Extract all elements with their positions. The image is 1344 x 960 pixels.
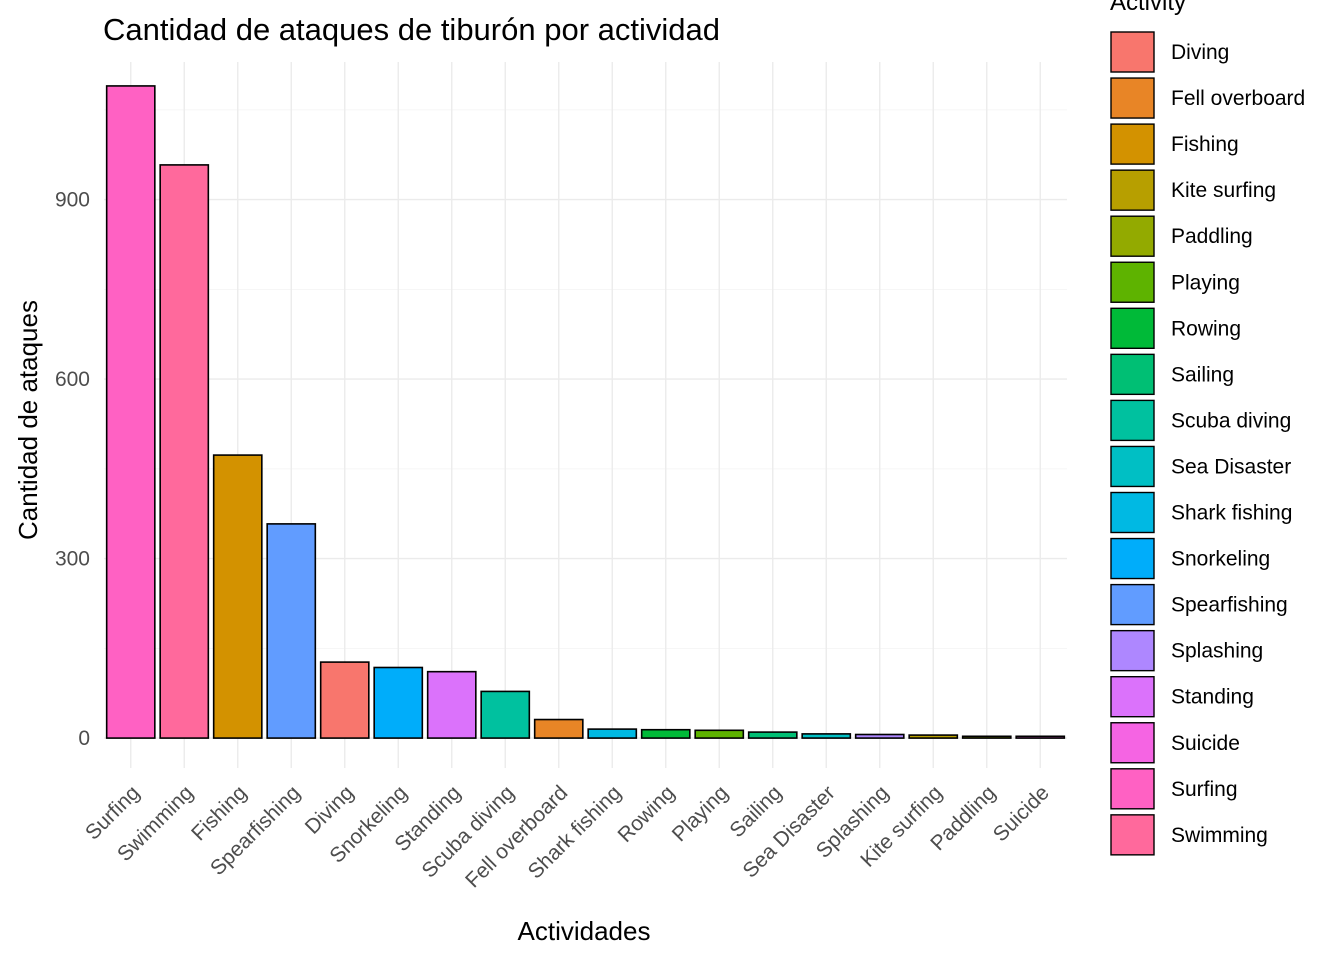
legend-label: Suicide (1171, 732, 1240, 755)
bar-spearfishing (266, 523, 317, 739)
legend-label: Playing (1171, 271, 1240, 294)
legend-key-scuba-diving (1110, 399, 1155, 442)
legend-key-sailing (1110, 353, 1155, 396)
legend-key-fishing (1110, 123, 1155, 165)
legend-key-kite-surfing (1110, 169, 1155, 211)
grid-lines (104, 62, 1067, 768)
legend-key-paddling (1110, 215, 1155, 257)
legend-key-swimming (1110, 814, 1155, 856)
legend-key-sea-disaster (1110, 445, 1155, 488)
legend-label: Fell overboard (1171, 87, 1305, 110)
bar-fell-overboard (533, 718, 584, 739)
bar-suicide (1015, 735, 1066, 739)
legend-label: Standing (1171, 686, 1254, 709)
bar-shark-fishing (587, 728, 638, 739)
legend-key-splashing (1110, 629, 1155, 672)
bar-paddling (961, 735, 1012, 739)
legend-label: Surfing (1171, 778, 1238, 801)
legend-label: Rowing (1171, 317, 1241, 340)
bar-snorkeling (373, 666, 424, 739)
legend-key-standing (1110, 676, 1155, 718)
bar-rowing (640, 728, 691, 739)
y-axis-ticks: 0 300 600 900 (55, 189, 90, 750)
y-tick-label: 900 (55, 189, 90, 212)
legend-key-surfing (1110, 768, 1155, 810)
bar-scuba-diving (480, 690, 531, 739)
y-tick-label: 600 (55, 368, 90, 391)
chart-title: Cantidad de ataques de tiburón por activ… (103, 12, 720, 47)
legend-label: Sea Disaster (1171, 455, 1291, 478)
bars (105, 85, 1066, 739)
bar-sailing (747, 731, 798, 739)
y-tick-label: 0 (78, 727, 90, 750)
legend-key-spearfishing (1110, 583, 1155, 626)
x-tick-label: Rowing (613, 781, 679, 847)
legend-label: Spearfishing (1171, 594, 1288, 617)
x-tick-label: Playing (668, 781, 733, 846)
legend: Activity Diving Fell overboard Fishing Kite… (1110, 0, 1305, 856)
x-axis-ticks: SurfingSwimmingFishingSpearfishingDiving… (81, 781, 1054, 892)
x-axis-title: Actividades (518, 916, 651, 946)
legend-title: Activity (1110, 0, 1186, 16)
legend-key-rowing (1110, 307, 1155, 349)
legend-label: Snorkeling (1171, 548, 1270, 571)
legend-key-shark-fishing (1110, 491, 1155, 534)
legend-label: Kite surfing (1171, 179, 1276, 202)
legend-key-diving (1110, 31, 1155, 73)
legend-label: Paddling (1171, 225, 1253, 248)
legend-label: Scuba diving (1171, 409, 1291, 432)
bar-playing (694, 729, 745, 739)
bar-kite-surfing (908, 734, 959, 739)
y-tick-label: 300 (55, 548, 90, 571)
legend-key-suicide (1110, 722, 1155, 764)
x-tick-label: Suicide (989, 781, 1054, 846)
legend-label: Splashing (1171, 640, 1263, 663)
legend-label: Diving (1171, 41, 1229, 64)
legend-label: Fishing (1171, 133, 1239, 156)
bar-sea-disaster (801, 733, 852, 739)
bar-standing (426, 670, 477, 739)
bar-swimming (159, 164, 210, 739)
legend-label: Sailing (1171, 363, 1234, 386)
x-tick-label: Shark fishing (524, 781, 626, 883)
legend-key-snorkeling (1110, 537, 1155, 580)
bar-surfing (105, 85, 156, 739)
legend-label: Shark fishing (1171, 502, 1292, 525)
bar-splashing (854, 733, 905, 739)
bar-fishing (212, 454, 263, 739)
legend-label: Swimming (1171, 824, 1268, 847)
legend-key-playing (1110, 261, 1155, 303)
y-axis-title: Cantidad de ataques (13, 300, 43, 540)
legend-key-fell-overboard (1110, 77, 1155, 119)
bar-diving (319, 661, 370, 739)
